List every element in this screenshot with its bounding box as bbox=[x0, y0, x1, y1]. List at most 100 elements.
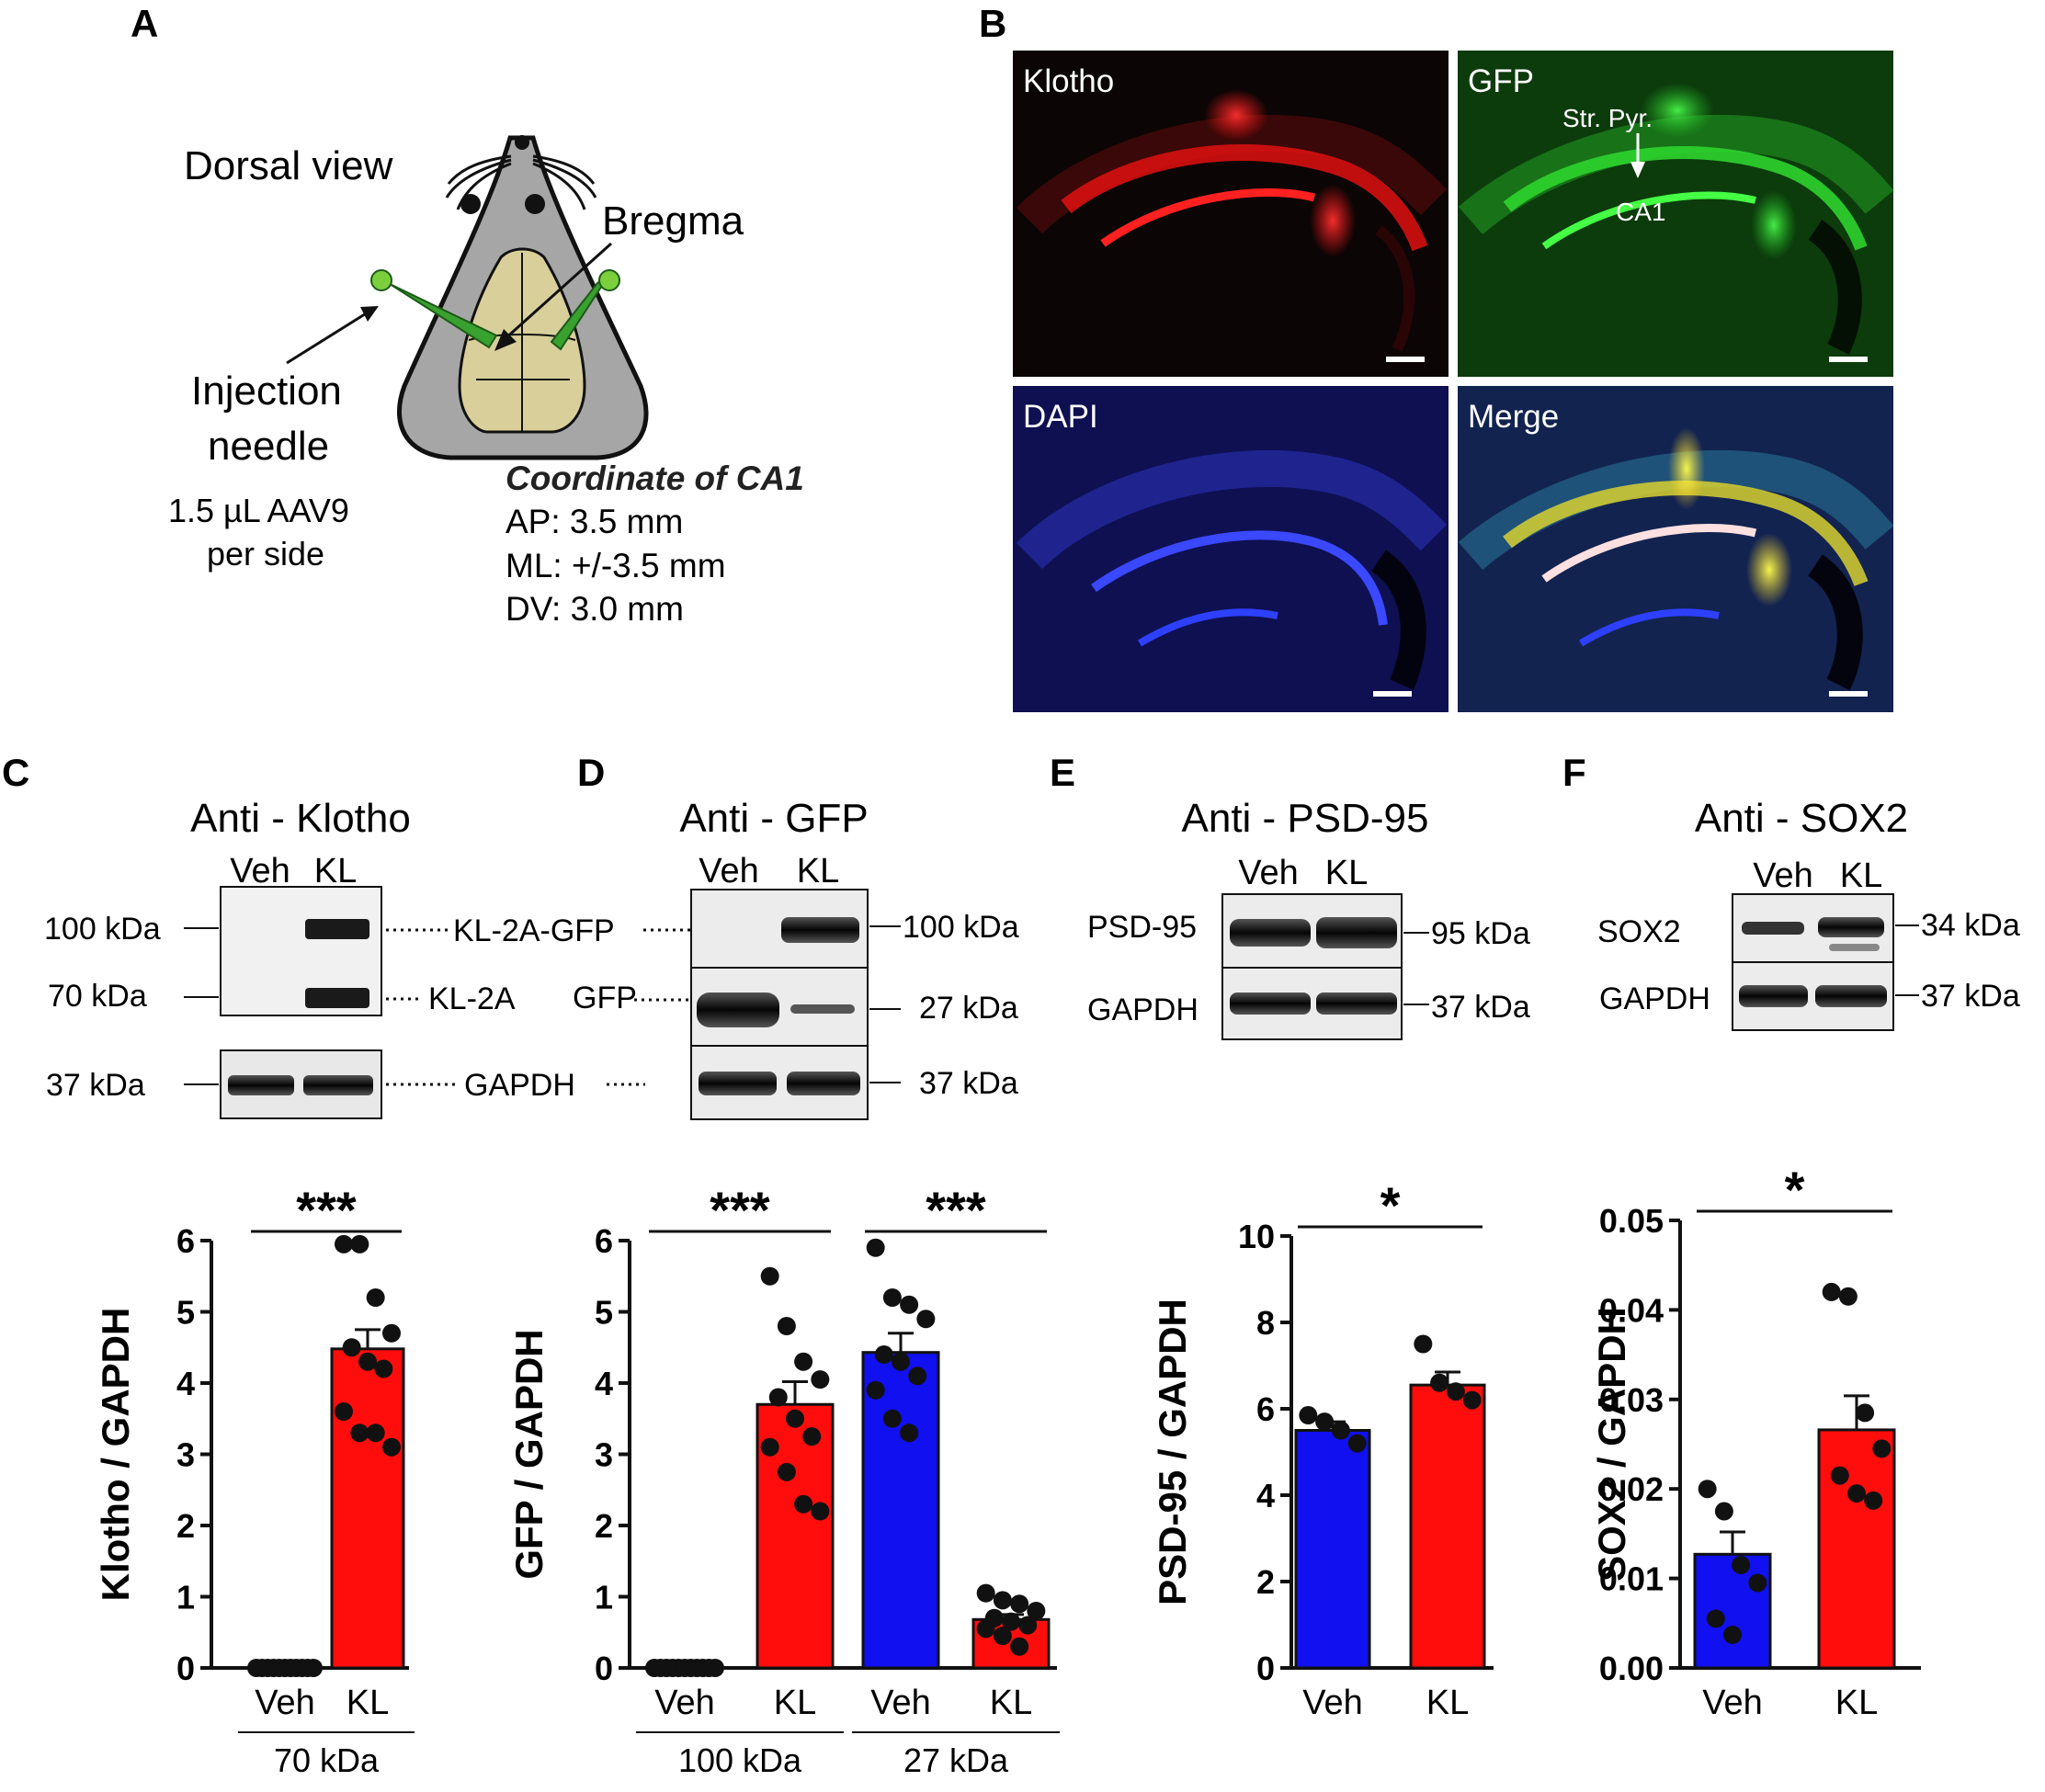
chart-c-ytick-label: 3 bbox=[176, 1436, 195, 1474]
chart-d-data-point bbox=[777, 1462, 796, 1481]
blot-d-band-gfp-veh bbox=[697, 992, 779, 1027]
chart-d-ytick-label: 4 bbox=[595, 1365, 613, 1402]
chart-d-ytick-label: 2 bbox=[595, 1507, 613, 1545]
panel-letter-f: F bbox=[1562, 751, 1586, 794]
chart-c-ytick-label: 0 bbox=[176, 1650, 195, 1687]
micrograph-dapi bbox=[1013, 386, 1449, 712]
chart-c-data-point bbox=[335, 1402, 353, 1421]
blot-e-kda37: 37 kDa bbox=[1431, 990, 1530, 1025]
chart-e-data-point bbox=[1446, 1382, 1465, 1401]
chart-f-data-point bbox=[1698, 1480, 1717, 1499]
panel-letter-d: D bbox=[577, 751, 605, 794]
chart-f-bar bbox=[1817, 1428, 1896, 1670]
chart-d-data-point bbox=[874, 1345, 893, 1364]
blot-c-kda100: 100 kDa bbox=[44, 912, 161, 947]
blot-c-gapdh-band-kl bbox=[303, 1075, 373, 1095]
chart-d-significance-label: *** bbox=[710, 1181, 770, 1239]
blot-d-gapdh-band-kl bbox=[787, 1072, 860, 1095]
blot-f-gapdh-band-kl bbox=[1815, 985, 1887, 1007]
chart-e: 0 2 4 6 8 10 PSD-95 / GAPDH Veh KL * bbox=[1151, 1176, 1494, 1722]
chart-d-data-point bbox=[1002, 1612, 1020, 1631]
chart-f-ytick-label: 0.00 bbox=[1599, 1650, 1664, 1687]
chart-f-category-label: Veh bbox=[1702, 1684, 1763, 1722]
blot-d-band-kl2agfp bbox=[781, 917, 859, 943]
blot-e-gapdh-label: GAPDH bbox=[1087, 992, 1199, 1027]
blot-e-psd95-label: PSD-95 bbox=[1087, 910, 1197, 945]
chart-d-category-label: Veh bbox=[654, 1684, 715, 1722]
chart-f-data-point bbox=[1822, 1282, 1841, 1301]
needle-label: needle bbox=[208, 424, 329, 469]
chart-c-data-point bbox=[350, 1423, 369, 1443]
chart-e-data-point bbox=[1299, 1406, 1318, 1425]
chart-d-ytick-label: 5 bbox=[595, 1294, 613, 1332]
chart-d-data-point bbox=[866, 1238, 885, 1257]
blot-f-gapdh-band-veh bbox=[1739, 985, 1808, 1007]
chart-e-data-point bbox=[1414, 1334, 1433, 1354]
chart-c-data-point bbox=[358, 1352, 377, 1371]
chart-e-ytick-label: 2 bbox=[1256, 1563, 1275, 1601]
chart-d-data-point bbox=[892, 1352, 910, 1371]
chart-f-ytick-label: 0.01 bbox=[1599, 1560, 1664, 1598]
blot-e-psd95-band-kl bbox=[1316, 917, 1397, 948]
blot-c-title: Anti - Klotho bbox=[190, 796, 411, 841]
chart-d-group-label: 27 kDa bbox=[903, 1741, 1009, 1779]
chart-d-data-point bbox=[993, 1627, 1012, 1646]
blot-c-kl2a: KL-2A bbox=[428, 981, 516, 1016]
chart-c-group-label: 70 kDa bbox=[274, 1741, 380, 1779]
blot-e-gapdh-band-veh bbox=[1230, 992, 1311, 1015]
chart-c-category-label: Veh bbox=[255, 1684, 315, 1722]
chart-d-data-point bbox=[976, 1619, 995, 1639]
micrograph-gfp bbox=[1458, 51, 1894, 377]
chart-d-data-point bbox=[811, 1370, 830, 1389]
blot-e-kda95: 95 kDa bbox=[1431, 916, 1530, 951]
chart-f-data-point bbox=[1872, 1439, 1892, 1458]
chart-c: 0 1 2 3 4 5 6 Klotho / GAPDH Veh KL 70 kDa *** bbox=[94, 1181, 415, 1779]
coordinate-ap: AP: 3.5 mm bbox=[506, 503, 683, 540]
chart-d-data-point bbox=[1018, 1616, 1038, 1635]
chart-f-data-point bbox=[1706, 1609, 1725, 1628]
chart-c-ytick-label: 5 bbox=[176, 1294, 195, 1332]
blot-d-band-gfp-kl bbox=[790, 1004, 855, 1014]
chart-d-ylabel: GFP / GAPDH bbox=[507, 1329, 551, 1579]
blot-f-sox2-band-kl bbox=[1818, 917, 1884, 937]
chart-d-data-point bbox=[882, 1409, 902, 1428]
chart-c-data-point bbox=[374, 1359, 393, 1378]
chart-c-data-point bbox=[335, 1234, 353, 1253]
blot-d-kda27: 27 kDa bbox=[919, 991, 1018, 1026]
blot-d-kda100: 100 kDa bbox=[903, 910, 1019, 945]
chart-d-data-point bbox=[976, 1583, 995, 1603]
chart-c-data-point bbox=[382, 1323, 401, 1343]
chart-d-data-point bbox=[1010, 1637, 1029, 1656]
dose-line1: 1.5 µL AAV9 bbox=[168, 492, 349, 529]
chart-d-ytick-label: 6 bbox=[595, 1222, 613, 1260]
chart-c-data-point bbox=[304, 1659, 323, 1677]
blot-f-gapdh-label: GAPDH bbox=[1599, 981, 1710, 1016]
chart-f-data-point bbox=[1732, 1555, 1751, 1574]
chart-d-category-label: KL bbox=[990, 1684, 1032, 1722]
chart-f-data-point bbox=[1723, 1625, 1742, 1644]
blot-d-kda37: 37 kDa bbox=[919, 1066, 1018, 1101]
chart-e-ytick-label: 4 bbox=[1256, 1477, 1275, 1514]
chart-d-data-point bbox=[882, 1288, 902, 1307]
panel-letter-a: A bbox=[131, 2, 158, 45]
dose-line2: per side bbox=[207, 535, 324, 573]
blot-f-sox2-label: SOX2 bbox=[1597, 914, 1681, 949]
blot-c-kda70: 70 kDa bbox=[48, 979, 147, 1014]
bar-charts: 0 1 2 3 4 5 6 Klotho / GAPDH Veh KL 70 kDa *** 0 1 2 3 4… bbox=[94, 1161, 1921, 1779]
chart-e-ytick-label: 0 bbox=[1256, 1650, 1275, 1687]
blot-c-veh: Veh bbox=[230, 852, 290, 890]
chart-f-category-label: KL bbox=[1835, 1684, 1878, 1722]
chart-e-ytick-label: 8 bbox=[1256, 1304, 1275, 1342]
blot-f-title: Anti - SOX2 bbox=[1695, 796, 1908, 841]
chart-e-significance-label: * bbox=[1380, 1176, 1401, 1234]
chart-d-data-point bbox=[768, 1388, 788, 1407]
chart-d: 0 1 2 3 4 5 6 GFP / GAPDH Veh KL Veh KL 100 kDa 27 kD… bbox=[507, 1181, 1060, 1779]
mouse-head-illustration bbox=[286, 135, 649, 460]
chart-f: 0.00 0.01 0.02 0.03 0.04 0.05 SOX2 / GAPDH Veh K… bbox=[1590, 1161, 1921, 1722]
str-pyr-label: Str. Pyr. bbox=[1562, 104, 1653, 132]
blot-c-kl2agfp: KL-2A-GFP bbox=[453, 913, 615, 948]
chart-f-data-point bbox=[1838, 1287, 1858, 1306]
blot-f-veh: Veh bbox=[1753, 856, 1813, 895]
blot-f-sox2-band-veh bbox=[1742, 922, 1804, 935]
chart-c-ytick-label: 4 bbox=[176, 1365, 195, 1402]
